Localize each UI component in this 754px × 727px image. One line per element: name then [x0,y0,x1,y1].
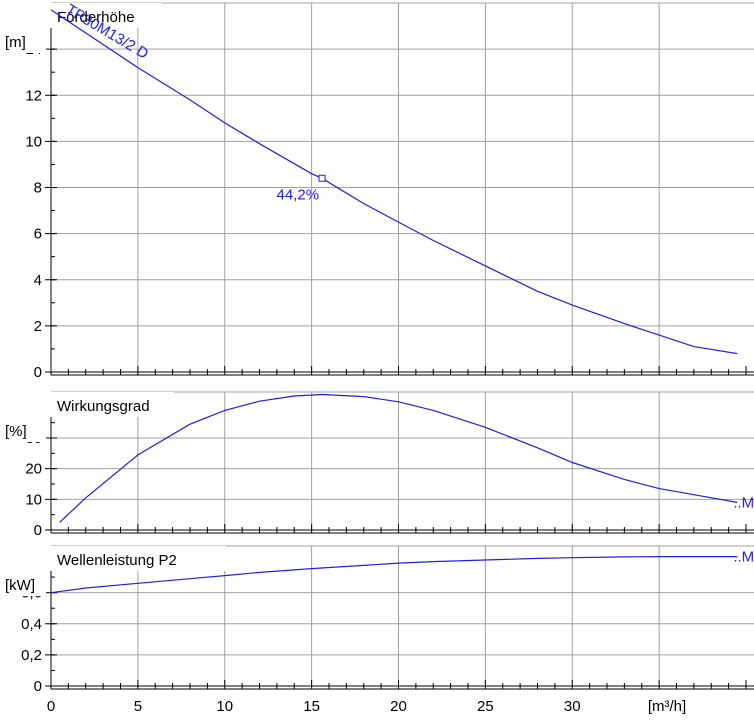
y-unit-label: [%] [5,423,27,440]
panel-title-bg [50,3,162,28]
x-tick-label: 30 [564,698,581,715]
unit-label-bg [2,574,46,596]
y-tick-label: 6 [34,226,42,243]
y-tick-label: 0 [34,364,42,381]
panel-title: Wirkungsgrad [57,398,150,415]
y-tick-label: 20 [25,461,42,478]
y-tick-label: 0 [34,522,42,539]
duty-point-marker [318,174,326,182]
y-tick-label: 12 [25,87,42,104]
y-unit-label: [kW] [5,577,35,594]
panel-title: Förderhöhe [57,9,135,26]
series-label: ..M13/2 [733,494,754,511]
panel-title-bg [50,392,174,417]
y-tick-label: 0,2 [21,647,42,664]
x-tick-label: 15 [303,698,320,715]
unit-label-bg [2,31,46,53]
x-tick-label: 25 [477,698,494,715]
x-tick-label: 5 [134,698,142,715]
y-tick-label: 10 [25,491,42,508]
x-tick-label: 0 [47,698,55,715]
x-unit-label: [m³/h] [648,698,686,715]
series-line [50,555,738,594]
unit-label-bg [2,420,46,442]
x-tick-label: 20 [390,698,407,715]
panel-2: 00,20,40,6Wellenleistung P2[kW]..M13/2 D [2,545,754,695]
y-unit-label: [m] [5,34,26,51]
y-tick-label: 8 [34,180,42,197]
x-axis-labels: 0 5 10 15 20 25 30 [m³/h] [47,698,686,715]
x-tick-label: 10 [216,698,233,715]
y-tick-label: 0 [34,678,42,695]
y-tick-label: 2 [34,318,42,335]
series-label: ..M13/2 D [733,549,754,566]
panel-title-bg [50,546,226,571]
series-line [50,9,738,355]
series-line [59,393,738,523]
duty-point-label: 44,2% [277,186,320,203]
y-tick-label: 0,4 [21,616,42,633]
y-tick-label: 4 [34,272,42,289]
panel-0: 02468101214Förderhöhe[m]TP30M13/2 D44,2% [2,1,754,381]
y-tick-label: 10 [25,133,42,150]
panel-1: 0102030Wirkungsgrad[%]..M13/2 [2,391,754,539]
panel-title: Wellenleistung P2 [57,552,177,569]
